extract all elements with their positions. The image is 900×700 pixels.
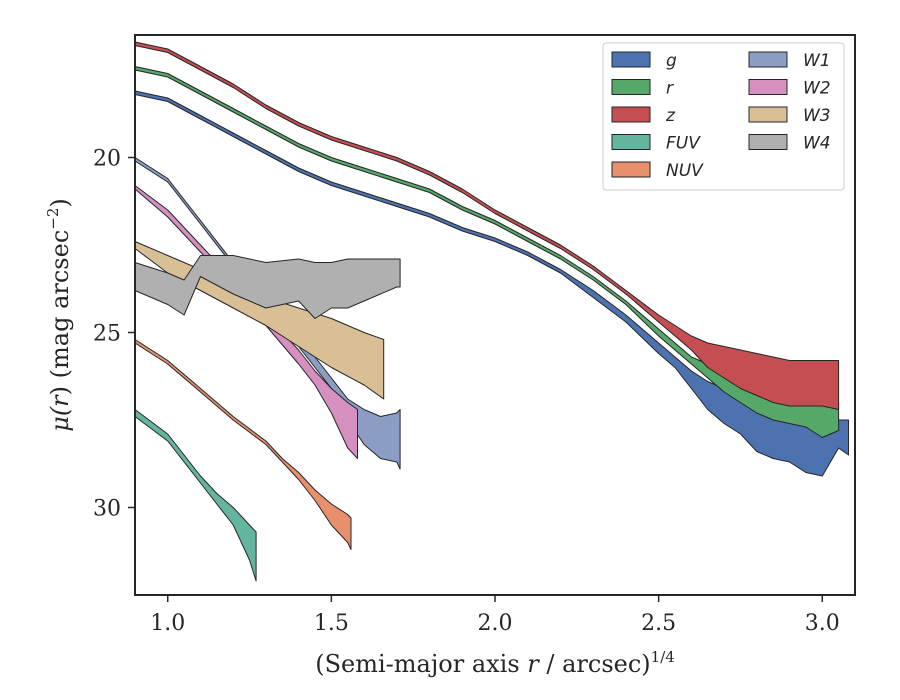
x-tick-label: 2.0 (478, 611, 513, 636)
x-tick-label: 1.0 (150, 611, 185, 636)
y-tick-label: 20 (93, 147, 121, 172)
legend-swatch-z (611, 106, 651, 123)
band-w4 (134, 255, 401, 319)
legend-label-r: r (666, 79, 674, 99)
band-g (134, 90, 849, 477)
legend-swatch-g (611, 51, 651, 68)
legend-label-z: z (665, 106, 676, 126)
legend-swatch-w4 (748, 134, 788, 150)
band-z (134, 41, 840, 410)
series-bands (134, 41, 849, 582)
x-ticks: 1.0 1.5 2.0 2.5 3.0 (150, 595, 840, 636)
legend-label-w4: W4 (803, 134, 831, 154)
y-tick-label: 25 (93, 322, 121, 347)
y-tick-label: 30 (93, 497, 121, 522)
legend-label-fuv: FUV (666, 134, 701, 154)
legend-swatch-r (611, 79, 651, 95)
x-axis-title: (Semi-major axis r / arcsec)1/4 (315, 648, 675, 678)
legend-swatch-nuv (611, 161, 651, 178)
band-fuv (134, 409, 257, 582)
legend: grz FUV NUV W1 W2 W3 W4 (602, 42, 845, 191)
legend-label-w2: W2 (803, 79, 831, 99)
y-ticks: 20 25 30 (93, 147, 135, 522)
legend-label-w3: W3 (803, 106, 831, 126)
x-tick-label: 1.5 (314, 611, 349, 636)
legend-label-w1: W1 (803, 51, 831, 71)
band-nuv (134, 339, 352, 550)
legend-label-g: g (666, 51, 677, 71)
legend-swatch-w2 (748, 79, 788, 95)
legend-label-nuv: NUV (666, 161, 704, 181)
x-tick-label: 2.5 (641, 611, 676, 636)
legend-swatch-fuv (611, 134, 651, 150)
x-tick-label: 3.0 (805, 611, 840, 636)
legend-swatch-w1 (748, 51, 788, 68)
y-axis-title: μ(r) (mag arcsec−2) (44, 198, 74, 432)
legend-swatch-w3 (748, 106, 788, 123)
